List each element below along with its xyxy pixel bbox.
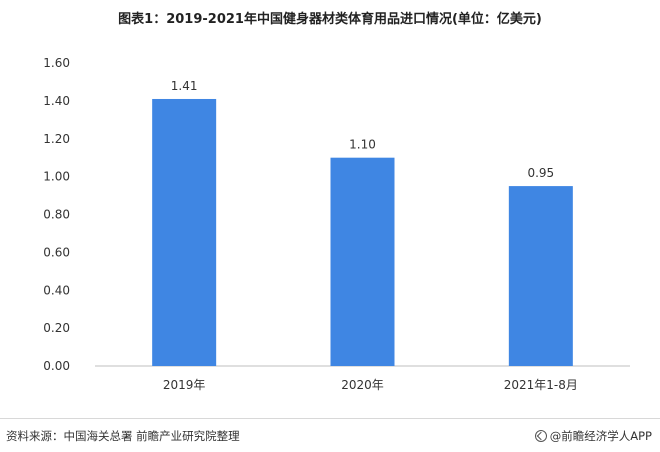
x-tick-label: 2021年1-8月 [504, 378, 578, 392]
bar-chart: 0.00 0.20 0.40 0.60 0.80 1.00 1.20 1.40 1.60 1.4… [43, 56, 630, 392]
bar-value-label: 1.10 [349, 138, 376, 152]
bar-value-label: 0.95 [527, 166, 554, 180]
footer: 资料来源：中国海关总署 前瞻产业研究院整理 @前瞻经济学人APP [0, 418, 660, 452]
source-note: 资料来源：中国海关总署 前瞻产业研究院整理 [6, 429, 240, 443]
bar [508, 186, 573, 366]
brand-logo-icon [534, 430, 547, 442]
y-tick-label: 0.40 [43, 283, 70, 297]
x-tick-label: 2020年 [341, 378, 384, 392]
y-tick-label: 1.00 [43, 170, 70, 184]
brand-credit: @前瞻经济学人APP [534, 428, 652, 444]
y-tick-label: 0.20 [43, 321, 70, 335]
brand-text: @前瞻经济学人APP [549, 429, 652, 443]
y-tick-label: 0.60 [43, 245, 70, 259]
y-axis: 0.00 0.20 0.40 0.60 0.80 1.00 1.20 1.40 1.60 [43, 56, 70, 373]
x-axis: 2019年 2020年 2021年1-8月 [163, 378, 578, 392]
bar [330, 157, 395, 366]
y-tick-label: 1.60 [43, 56, 70, 70]
bar [152, 98, 217, 366]
y-tick-label: 0.80 [43, 208, 70, 222]
bar-value-label: 1.41 [171, 79, 198, 93]
chart-title: 图表1：2019-2021年中国健身器材类体育用品进口情况(单位：亿美元) [118, 12, 542, 27]
y-tick-label: 1.20 [43, 132, 70, 146]
bars: 1.41 1.10 0.95 [152, 79, 573, 366]
x-tick-label: 2019年 [163, 378, 206, 392]
y-tick-label: 1.40 [43, 94, 70, 108]
y-tick-label: 0.00 [43, 359, 70, 373]
